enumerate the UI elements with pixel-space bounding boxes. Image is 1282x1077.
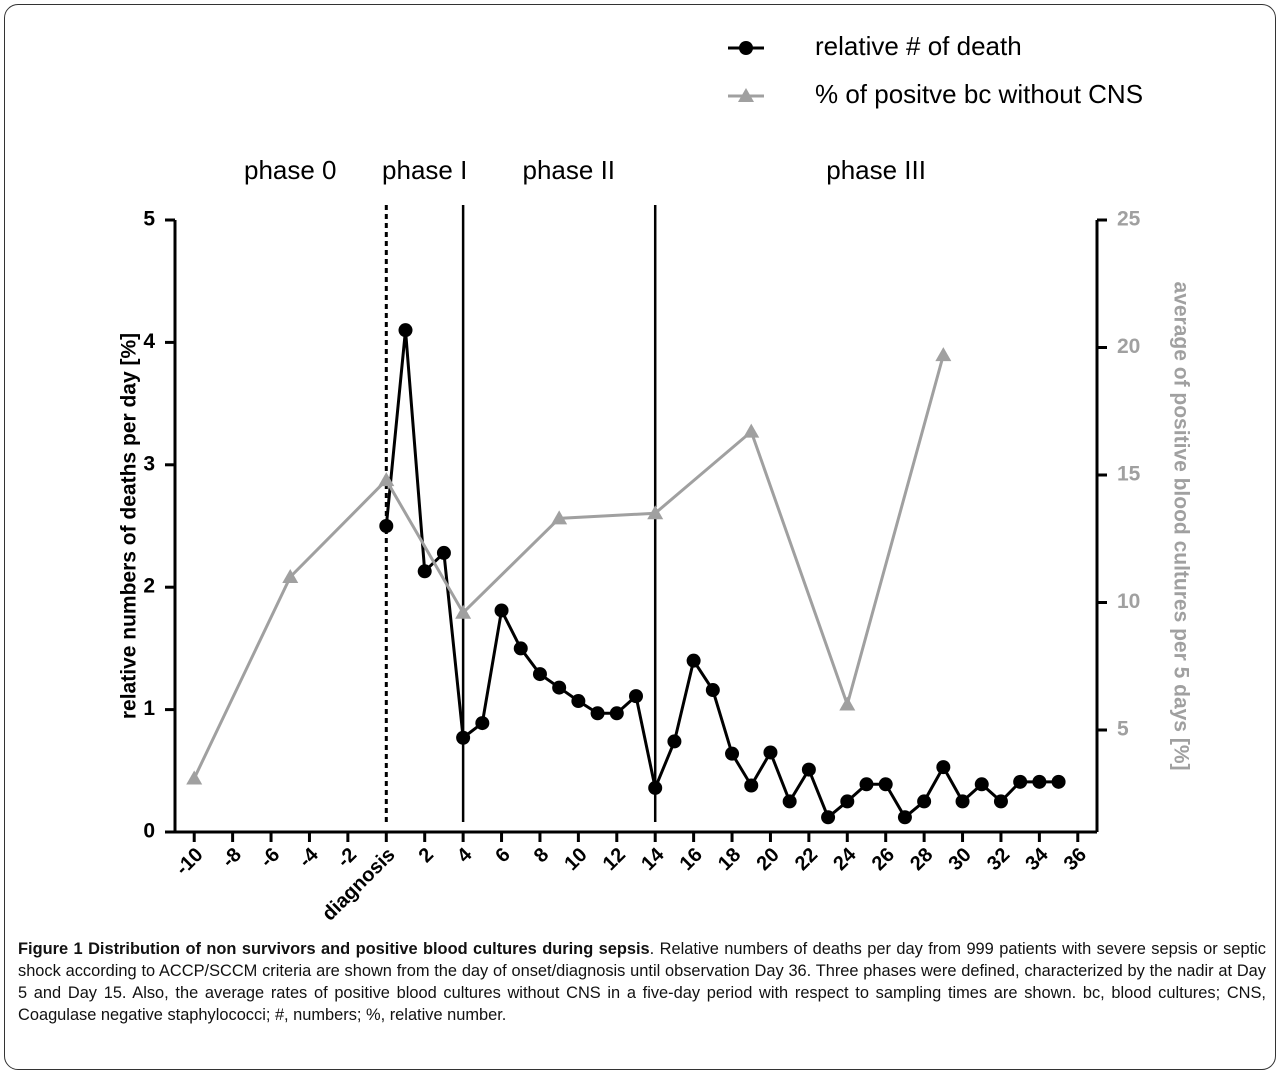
x-tick-label: 4 [453,843,477,867]
y-tick-label: 1 [143,697,155,720]
data-point [840,794,855,809]
data-point [475,716,490,731]
data-point [801,762,816,777]
x-tick-label: 32 [983,844,1014,875]
data-point [609,706,624,721]
series-line [192,354,945,780]
data-point [456,730,471,745]
caption: Figure 1 Distribution of non survivors a… [18,938,1266,1026]
data-point [1032,774,1047,789]
x-tick-label: 12 [599,844,630,875]
data-point [878,777,893,792]
phase-label: phase 0 [244,155,337,185]
x-tick-label: diagnosis [318,844,400,926]
data-point [647,505,664,520]
data-point [1051,774,1066,789]
data-point [725,746,740,761]
data-point [897,810,912,825]
data-point [744,778,759,793]
x-tick-label: 36 [1060,844,1091,875]
phase-label: phase I [382,155,467,185]
caption-title: Figure 1 Distribution of non survivors a… [18,940,650,958]
y-tick-label: 2 [143,575,155,598]
data-point [532,667,547,682]
y-axis-title: relative numbers of deaths per day [%] [118,333,141,719]
data-point [629,689,643,704]
data-point [974,777,989,792]
data-point [955,794,970,809]
x-tick-label: 22 [791,844,822,875]
data-point [513,641,528,656]
x-tick-label: -10 [171,844,207,880]
data-point [763,745,778,760]
data-point [821,810,836,825]
data-point [436,545,451,560]
data-point [552,680,567,695]
data-point [379,519,394,533]
x-tick-label: 2 [415,844,438,867]
data-point [705,683,720,698]
data-point [993,794,1008,809]
data-point [782,794,797,809]
x-tick-label: 18 [714,844,745,875]
data-point [455,604,472,619]
data-point [398,323,413,338]
x-tick-label: 16 [676,844,707,875]
data-point [551,510,568,525]
x-tick-label: -4 [295,843,324,872]
y2-axis-title: average of positive blood cultures per 5… [1169,282,1192,771]
y-tick-label: 3 [143,452,155,475]
x-tick-label: 6 [491,844,514,867]
data-point [743,423,760,438]
x-tick-label: 34 [1021,843,1053,875]
caption-text: . Relative numbers of deaths per day fro… [18,940,1266,1024]
y2-tick-label: 25 [1117,208,1141,231]
data-point [378,472,395,487]
x-tick-label: 28 [906,844,937,875]
data-point [282,569,299,583]
y2-tick-label: 20 [1117,335,1140,358]
y2-tick-label: 10 [1117,590,1140,613]
data-point [186,770,203,785]
legend-label: relative # of death [815,31,1022,61]
x-tick-label: 24 [829,843,861,875]
legend-marker [738,88,754,102]
phase-label: phase II [523,155,616,185]
data-point [417,564,432,579]
y2-tick-label: 15 [1117,463,1141,486]
x-tick-label: -2 [333,844,361,872]
y-tick-label: 5 [143,208,155,231]
x-tick-label: 8 [530,844,553,867]
x-tick-label: 20 [752,844,783,875]
y-tick-label: 0 [143,820,155,843]
x-tick-label: 14 [637,843,669,875]
data-point [917,794,932,809]
figure-frame [4,4,1276,1070]
data-point [494,603,509,618]
data-point [935,347,952,362]
x-tick-label: 26 [868,844,899,875]
data-point [1013,774,1028,789]
data-point [936,760,951,775]
series-line [384,330,1059,820]
x-tick-label: 10 [560,844,591,875]
data-point [859,777,874,792]
legend-marker [739,41,753,55]
phase-label: phase III [826,155,926,185]
x-tick-label: -8 [218,844,246,872]
x-tick-label: -6 [256,844,284,872]
y2-tick-label: 5 [1117,718,1129,741]
y-tick-label: 4 [143,330,155,353]
legend-label: % of positve bc without CNS [815,79,1143,109]
data-point [667,734,682,749]
data-point [686,653,701,668]
x-tick-label: 30 [945,844,976,875]
data-point [590,706,605,721]
data-point [571,694,586,709]
data-point [839,696,856,711]
data-point [648,780,663,795]
